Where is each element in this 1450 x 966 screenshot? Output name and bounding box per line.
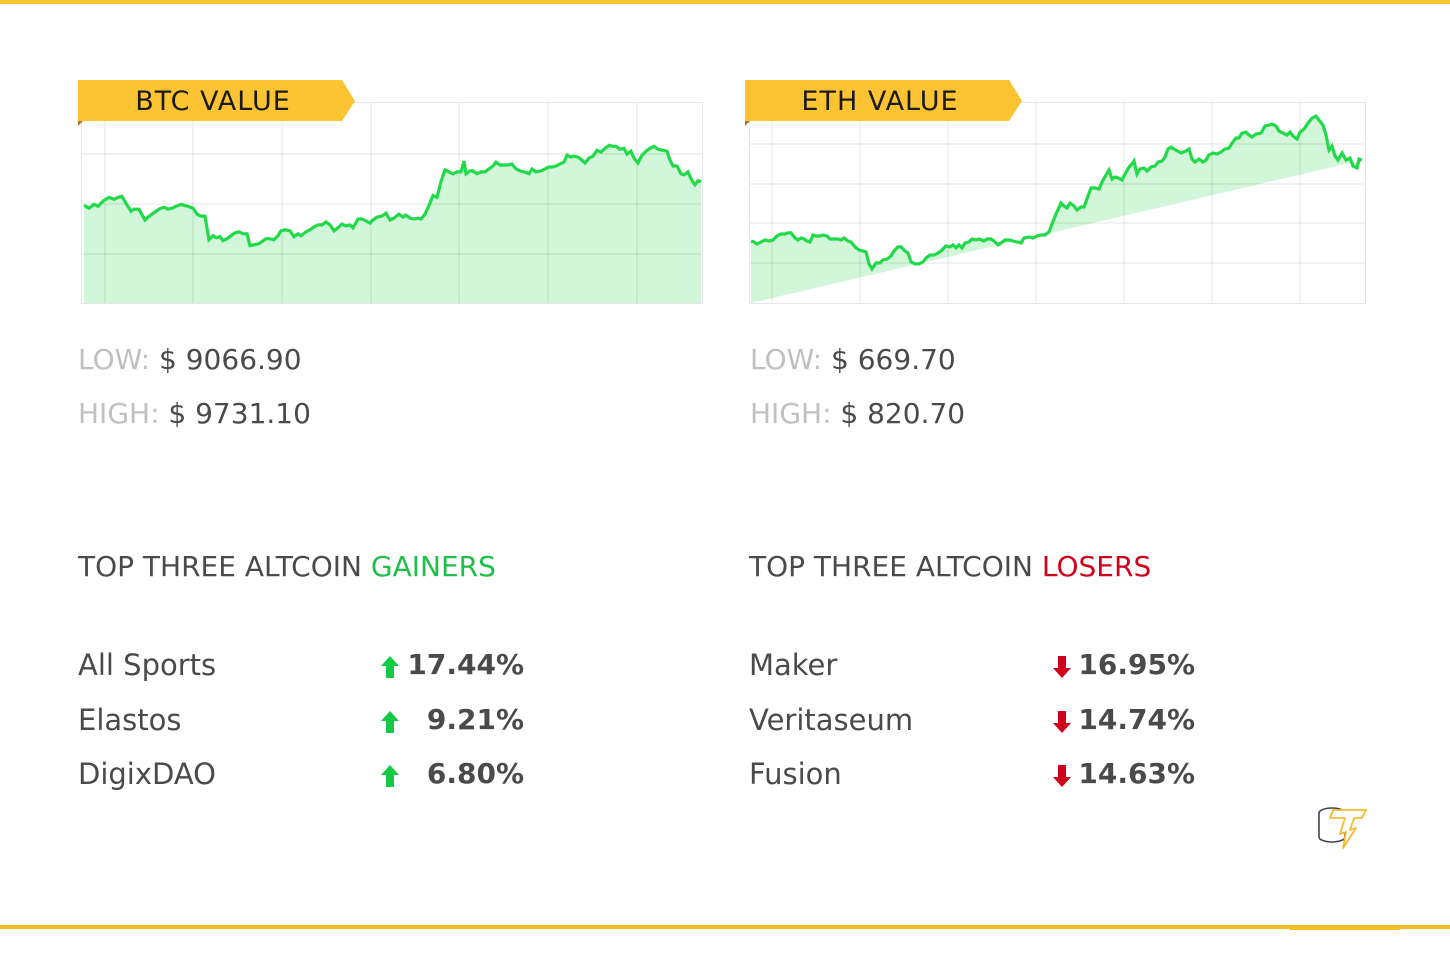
- loser-row: Maker 16.95%: [749, 643, 1195, 698]
- losers-list: Maker 16.95% Veritaseum 14.74% Fusion 14…: [749, 643, 1195, 807]
- gainers-title-prefix: TOP THREE ALTCOIN: [78, 550, 371, 583]
- loser-name: Veritaseum: [749, 702, 914, 737]
- btc-high-label: HIGH:: [78, 397, 160, 430]
- gainer-row: Elastos 9.21%: [78, 698, 524, 753]
- arrow-down-icon: [1053, 710, 1071, 733]
- eth-banner-fold: [745, 121, 750, 126]
- bottom-accent-mark: [1290, 929, 1400, 930]
- loser-change: 16.95%: [1078, 648, 1195, 681]
- btc-high: HIGH: $ 9731.10: [78, 394, 311, 448]
- btc-banner-title: BTC VALUE: [135, 86, 291, 117]
- chart-plot: [82, 103, 702, 303]
- btc-high-value: $ 9731.10: [168, 397, 311, 430]
- gainer-change: 17.44%: [407, 648, 524, 681]
- eth-low-value: $ 669.70: [831, 343, 956, 376]
- eth-chart: [749, 102, 1366, 304]
- coin-stack-lightning-logo-icon: [1318, 807, 1367, 849]
- eth-high: HIGH: $ 820.70: [750, 394, 965, 448]
- gainer-change: 6.80%: [426, 757, 524, 790]
- gainers-title: TOP THREE ALTCOIN GAINERS: [78, 545, 538, 589]
- eth-banner-title: ETH VALUE: [801, 86, 959, 117]
- eth-stats: LOW: $ 669.70 HIGH: $ 820.70: [750, 340, 965, 448]
- loser-change: 14.63%: [1078, 757, 1195, 790]
- eth-high-value: $ 820.70: [840, 397, 966, 430]
- eth-low-label: LOW:: [750, 343, 823, 376]
- chart-price-line: [750, 114, 1363, 273]
- chart-gridlines: [750, 103, 1365, 303]
- gainers-list: All Sports 17.44% Elastos 9.21% DigixDAO…: [78, 643, 524, 807]
- losers-title-prefix: TOP THREE ALTCOIN: [749, 550, 1042, 583]
- gainer-name: DigixDAO: [78, 757, 216, 791]
- chart-area-fill: [751, 116, 1362, 303]
- eth-banner: [745, 80, 1022, 121]
- loser-row: Fusion 14.63%: [749, 752, 1195, 807]
- arrow-down-icon: [1053, 656, 1071, 678]
- top-accent-bar: [0, 0, 1450, 4]
- arrow-down-icon: [1053, 765, 1071, 787]
- btc-low-label: LOW:: [78, 343, 151, 376]
- loser-row: Veritaseum 14.74%: [749, 698, 1195, 753]
- eth-low: LOW: $ 669.70: [750, 340, 965, 394]
- losers-title-highlight: LOSERS: [1041, 550, 1152, 583]
- top-gainers-section: TOP THREE ALTCOIN GAINERS All Sports 17.…: [78, 545, 538, 791]
- bottom-accent-bar: [0, 925, 1450, 929]
- losers-title: TOP THREE ALTCOIN LOSERS: [749, 545, 1209, 589]
- arrow-up-icon: [381, 710, 399, 733]
- top-losers-section: TOP THREE ALTCOIN LOSERS Maker 16.95% Ve…: [749, 545, 1209, 791]
- gainer-row: All Sports 17.44%: [78, 643, 524, 698]
- loser-name: Maker: [749, 648, 838, 682]
- gainer-name: All Sports: [78, 648, 217, 682]
- chart-area-fill: [84, 145, 701, 303]
- btc-banner-fold: [78, 121, 83, 126]
- loser-name: Fusion: [749, 757, 842, 791]
- chart-price-line: [83, 143, 702, 248]
- gainers-title-highlight: GAINERS: [370, 550, 496, 583]
- btc-low: LOW: $ 9066.90: [78, 340, 311, 394]
- eth-high-label: HIGH:: [750, 397, 832, 430]
- btc-banner: [78, 80, 355, 121]
- chart-plot: [750, 103, 1365, 303]
- arrow-up-icon: [381, 765, 399, 787]
- btc-low-value: $ 9066.90: [159, 343, 302, 376]
- arrow-up-icon: [381, 656, 399, 678]
- loser-change: 14.74%: [1078, 702, 1195, 736]
- btc-chart: [81, 102, 703, 304]
- gainer-change: 9.21%: [426, 702, 524, 736]
- btc-stats: LOW: $ 9066.90 HIGH: $ 9731.10: [78, 340, 311, 448]
- gainer-name: Elastos: [78, 702, 182, 737]
- gainer-row: DigixDAO 6.80%: [78, 752, 524, 807]
